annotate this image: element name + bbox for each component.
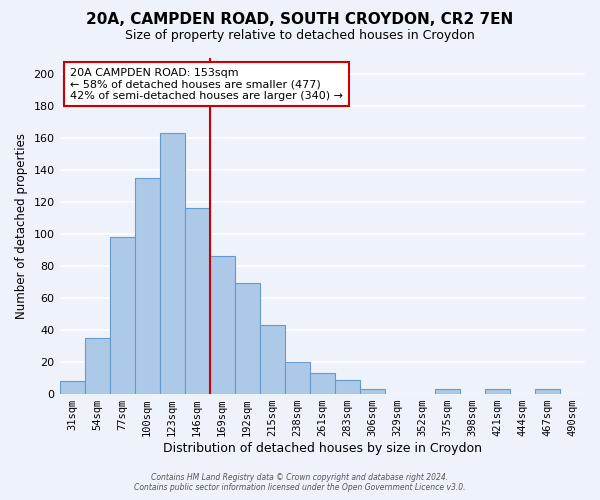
- Bar: [535, 390, 560, 394]
- Bar: [360, 390, 385, 394]
- Bar: [310, 373, 335, 394]
- Bar: [110, 237, 134, 394]
- Bar: [485, 390, 510, 394]
- Bar: [209, 256, 235, 394]
- Text: Contains HM Land Registry data © Crown copyright and database right 2024.
Contai: Contains HM Land Registry data © Crown c…: [134, 473, 466, 492]
- Text: 20A CAMPDEN ROAD: 153sqm
← 58% of detached houses are smaller (477)
42% of semi-: 20A CAMPDEN ROAD: 153sqm ← 58% of detach…: [70, 68, 343, 101]
- Bar: [59, 382, 85, 394]
- Text: 20A, CAMPDEN ROAD, SOUTH CROYDON, CR2 7EN: 20A, CAMPDEN ROAD, SOUTH CROYDON, CR2 7E…: [86, 12, 514, 28]
- Bar: [160, 133, 185, 394]
- Bar: [235, 284, 260, 394]
- X-axis label: Distribution of detached houses by size in Croydon: Distribution of detached houses by size …: [163, 442, 482, 455]
- Bar: [435, 390, 460, 394]
- Bar: [185, 208, 209, 394]
- Text: Size of property relative to detached houses in Croydon: Size of property relative to detached ho…: [125, 29, 475, 42]
- Bar: [260, 325, 285, 394]
- Bar: [134, 178, 160, 394]
- Bar: [85, 338, 110, 394]
- Bar: [285, 362, 310, 394]
- Bar: [335, 380, 360, 394]
- Y-axis label: Number of detached properties: Number of detached properties: [15, 133, 28, 319]
